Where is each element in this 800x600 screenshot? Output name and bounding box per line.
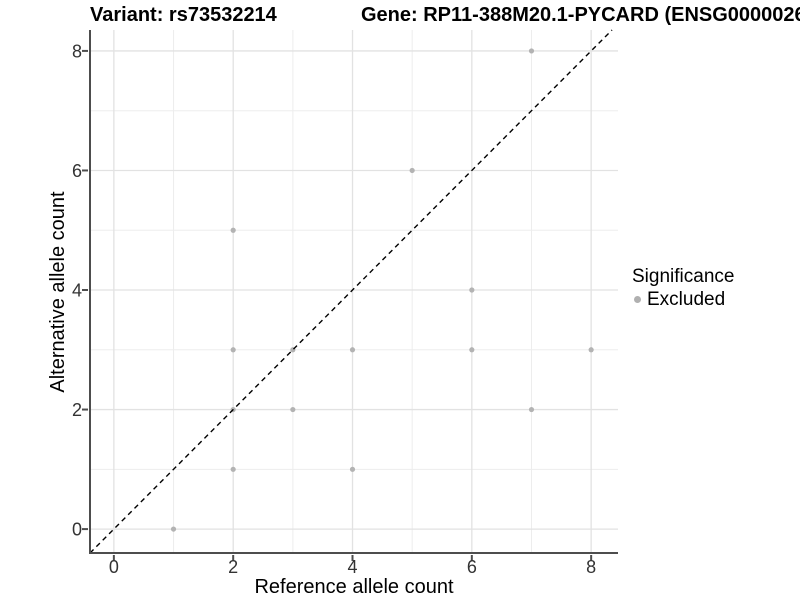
y-tick-label: 6 — [72, 161, 82, 181]
data-point — [230, 347, 236, 353]
plot-title-gene: Gene: RP11-388M20.1-PYCARD (ENSG0000026 — [361, 4, 800, 26]
x-tick-label: 6 — [467, 557, 477, 577]
data-point — [588, 347, 594, 353]
data-point — [349, 466, 356, 472]
y-axis-title: Alternative allele count — [47, 191, 69, 393]
y-tick-label: 4 — [72, 281, 82, 301]
x-tick-label: 8 — [586, 557, 596, 577]
data-point — [409, 167, 415, 174]
legend-title: Significance — [632, 266, 735, 287]
legend-item-excluded: Excluded — [632, 289, 734, 310]
x-axis-title: Reference allele count — [254, 576, 454, 598]
identity-line — [89, 29, 613, 554]
data-point — [528, 406, 535, 413]
legend: Significance Excluded — [632, 266, 734, 310]
y-tick-label: 0 — [72, 520, 82, 540]
data-point — [290, 406, 296, 413]
data-point — [230, 227, 236, 233]
x-tick-label: 4 — [348, 557, 358, 577]
x-tick-labels: 0 2 4 6 8 — [109, 557, 596, 577]
identity-dashed-line — [89, 29, 613, 554]
y-tick-label: 8 — [72, 41, 82, 61]
axis-line-path — [89, 30, 618, 554]
axis-ticks — [82, 49, 593, 561]
axis-lines — [89, 30, 618, 554]
data-point — [170, 526, 177, 532]
gridlines-major — [90, 30, 618, 553]
data-point — [469, 347, 475, 353]
data-point — [469, 287, 475, 293]
y-tick-label: 2 — [72, 400, 82, 420]
data-point — [528, 48, 535, 54]
data-point — [230, 466, 236, 472]
x-tick-label: 0 — [109, 557, 119, 577]
x-tick-label: 2 — [228, 557, 238, 577]
plot-title-variant: Variant: rs73532214 — [90, 4, 277, 26]
y-tick-labels: 0 2 4 6 8 — [72, 41, 82, 539]
data-point — [349, 347, 356, 353]
legend-item-label: Excluded — [647, 289, 726, 310]
legend-point-icon — [634, 296, 641, 303]
